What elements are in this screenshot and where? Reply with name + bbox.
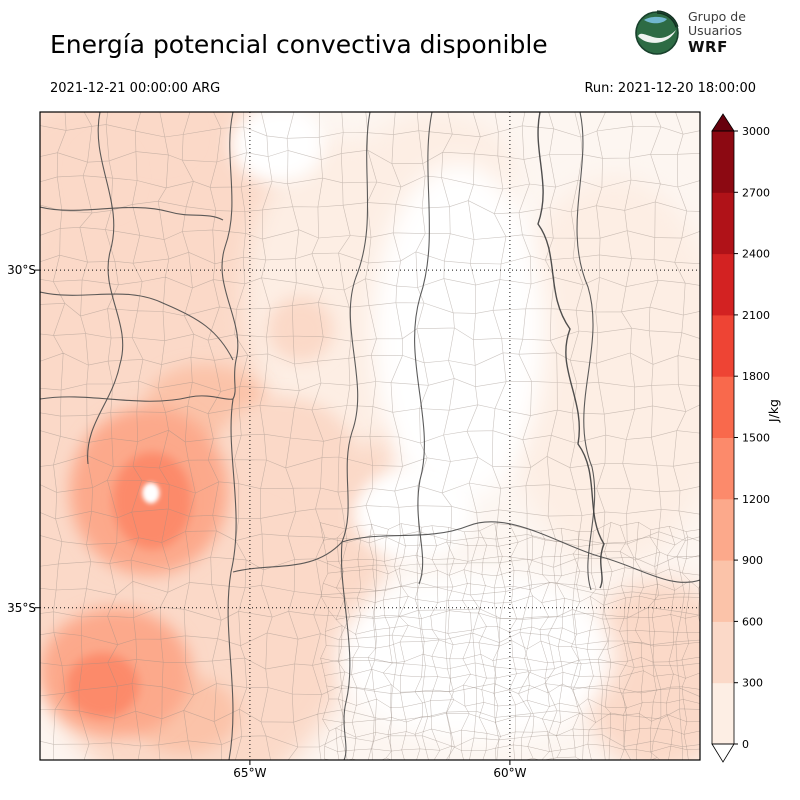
logo-line1: Grupo de (688, 9, 746, 24)
valid-time-label: 2021-12-21 00:00:00 ARG (50, 81, 221, 96)
colorbar-tick-label: 1500 (742, 432, 770, 445)
colorbar-tick-label: 900 (742, 554, 763, 567)
wrf-logo: Grupo de Usuarios WRF (634, 9, 746, 56)
colorbar-tick-label: 1200 (742, 493, 770, 506)
colorbar-tick-label: 600 (742, 615, 763, 628)
globe-icon (635, 10, 679, 55)
colorbar-tick-label: 2400 (742, 248, 770, 261)
colorbar-tick-label: 300 (742, 677, 763, 690)
logo-wrf: WRF (688, 37, 728, 56)
run-time-label: Run: 2021-12-20 18:00:00 (584, 81, 756, 96)
colorbar-tick-label: 0 (742, 738, 749, 751)
lon-tick-label: 65°W (233, 766, 267, 780)
cape-map (35, 111, 701, 765)
colorbar-tick-label: 3000 (742, 125, 770, 138)
lat-tick-label: 30°S (7, 263, 36, 278)
colorbar-tick-label: 1800 (742, 370, 770, 383)
colorbar-tick-label: 2700 (742, 186, 770, 199)
colorbar: 0 300 600 900 1200 1500 1800 2100 2400 2700 3000 (711, 113, 770, 763)
page-title: Energía potencial convectiva disponible (50, 30, 548, 59)
lat-tick-label: 35°S (7, 600, 36, 615)
lon-tick-label: 60°W (493, 766, 527, 780)
colorbar-tick-label: 2100 (742, 309, 770, 322)
logo-line2: Usuarios (688, 23, 743, 39)
logo-text: Grupo de Usuarios WRF (688, 9, 746, 56)
colorbar-unit-label: J/kg (766, 399, 781, 423)
